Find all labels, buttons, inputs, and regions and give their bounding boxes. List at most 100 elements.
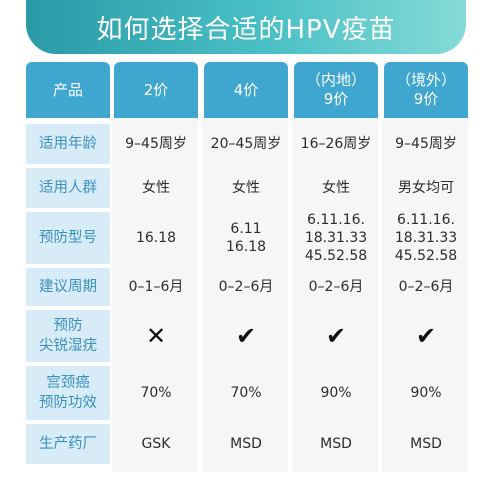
table-header: 产品 2价 4价 （内地） 9价 （境外） 9价 [22, 62, 468, 118]
check-icon: ✔ [235, 322, 257, 350]
cell-value: 18.31.33 [304, 230, 368, 246]
column-shade [382, 118, 468, 472]
cell-value: 6.11 [230, 221, 262, 237]
table-cell: GSK [114, 424, 198, 464]
cell-value: 6.11.16. [397, 212, 455, 228]
table-cell: 6.11.16. 18.31.33 45.52.58 [384, 212, 468, 264]
table-cell: 16–26周岁 [294, 124, 378, 164]
table-cell: 0–2–6月 [204, 268, 288, 306]
table-cell: 0–2–6月 [294, 268, 378, 306]
table-row: 适用人群 女性 女性 女性 男女均可 [22, 168, 468, 208]
cell-value: 45.52.58 [394, 248, 458, 264]
cell-value: MSD [230, 436, 262, 452]
column-shade [292, 118, 378, 472]
row-label: 预防 尖锐湿疣 [26, 310, 110, 362]
header-2valent: 2价 [114, 62, 198, 118]
cross-icon: ✕ [145, 322, 167, 350]
header-9valent-mainland: （内地） 9价 [294, 62, 378, 118]
header-2valent-label: 2价 [143, 80, 169, 99]
table-row: 预防型号 16.18 6.11 16.18 6.11.16. 18.31.33 45.52.… [22, 212, 468, 264]
cell-value: 女性 [322, 180, 350, 196]
cell-value: MSD [320, 436, 352, 452]
table-row: 预防尖锐湿疣 ✕ ✔ ✔ ✔ [22, 310, 468, 362]
cell-value: 女性 [142, 180, 170, 196]
column-shade [112, 118, 198, 472]
table-cell: MSD [204, 424, 288, 464]
table-row: 生产药厂 GSK MSD MSD MSD [22, 424, 468, 464]
cell-value: 45.52.58 [304, 248, 368, 264]
table-cell: 6.11 16.18 [204, 212, 288, 264]
row-label-text: 预防功效 [39, 395, 97, 411]
table-cell: 6.11.16. 18.31.33 45.52.58 [294, 212, 378, 264]
cell-value: 18.31.33 [394, 230, 458, 246]
table-cell: 9–45周岁 [384, 124, 468, 164]
table-cell: 90% [294, 366, 378, 420]
cell-value: 6.11.16. [307, 212, 365, 228]
row-label-text: 适用年龄 [39, 136, 97, 152]
cell-value: 0–2–6月 [398, 279, 454, 295]
header-9valent-label: 9价 [413, 90, 439, 108]
table-cell: 16.18 [114, 212, 198, 264]
table-cell: ✕ [114, 310, 198, 362]
row-label: 建议周期 [26, 268, 110, 306]
cell-value: 90% [320, 385, 352, 401]
table-cell: 男女均可 [384, 168, 468, 208]
cell-value: 9–45周岁 [395, 136, 457, 152]
table-cell: MSD [384, 424, 468, 464]
header-region-mainland: （内地） [305, 71, 366, 89]
cell-value: 90% [410, 385, 442, 401]
row-label-text: 预防型号 [39, 230, 97, 246]
cell-value: 70% [230, 385, 262, 401]
table-row: 适用年龄 9–45周岁 20–45周岁 16–26周岁 9–45周岁 [22, 124, 468, 164]
header-region-overseas: （境外） [395, 71, 456, 89]
cell-value: 70% [140, 385, 172, 401]
table-row: 宫颈癌预防功效 70% 70% 90% 90% [22, 366, 468, 420]
row-label-text: 宫颈癌 [46, 375, 90, 391]
header-9valent-label: 9价 [323, 90, 349, 108]
page-title: 如何选择合适的HPV疫苗 [96, 14, 396, 45]
table-cell: ✔ [204, 310, 288, 362]
header-product-label: 产品 [52, 80, 83, 99]
table-cell: 女性 [294, 168, 378, 208]
cell-value: 9–45周岁 [125, 136, 187, 152]
table-cell: 70% [204, 366, 288, 420]
header-product: 产品 [26, 62, 110, 118]
cell-value: 0–2–6月 [218, 279, 274, 295]
header-9valent-overseas: （境外） 9价 [384, 62, 468, 118]
cell-value: MSD [410, 436, 442, 452]
column-shade [202, 118, 288, 472]
table-cell: 20–45周岁 [204, 124, 288, 164]
header-4valent: 4价 [204, 62, 288, 118]
row-label-text: 尖锐湿疣 [39, 338, 97, 354]
table-cell: 90% [384, 366, 468, 420]
row-label: 适用年龄 [26, 124, 110, 164]
cell-value: 20–45周岁 [210, 136, 282, 152]
check-icon: ✔ [415, 322, 437, 350]
row-label-text: 建议周期 [39, 279, 97, 295]
table-cell: ✔ [294, 310, 378, 362]
header-4valent-label: 4价 [233, 80, 259, 99]
hpv-comparison-table: 产品 2价 4价 （内地） 9价 （境外） 9价 适用年龄 9–45周岁 20–45… [22, 62, 468, 472]
cell-value: 0–1–6月 [128, 279, 184, 295]
row-label-text: 适用人群 [39, 180, 97, 196]
cell-value: 0–2–6月 [308, 279, 364, 295]
row-label-text: 生产药厂 [39, 436, 97, 452]
row-label: 适用人群 [26, 168, 110, 208]
cell-value: 16–26周岁 [300, 136, 372, 152]
table-cell: 70% [114, 366, 198, 420]
row-label: 生产药厂 [26, 424, 110, 464]
row-label: 宫颈癌 预防功效 [26, 366, 110, 420]
table-cell: 0–1–6月 [114, 268, 198, 306]
table-cell: 女性 [114, 168, 198, 208]
cell-value: 16.18 [135, 230, 177, 246]
title-banner: 如何选择合适的HPV疫苗 [26, 0, 466, 54]
cell-value: 男女均可 [398, 180, 454, 196]
cell-value: 女性 [232, 180, 260, 196]
table-cell: ✔ [384, 310, 468, 362]
table-cell: MSD [294, 424, 378, 464]
row-label: 预防型号 [26, 212, 110, 264]
table-cell: 0–2–6月 [384, 268, 468, 306]
check-icon: ✔ [325, 322, 347, 350]
table-cell: 9–45周岁 [114, 124, 198, 164]
row-label-text: 预防 [53, 318, 83, 334]
